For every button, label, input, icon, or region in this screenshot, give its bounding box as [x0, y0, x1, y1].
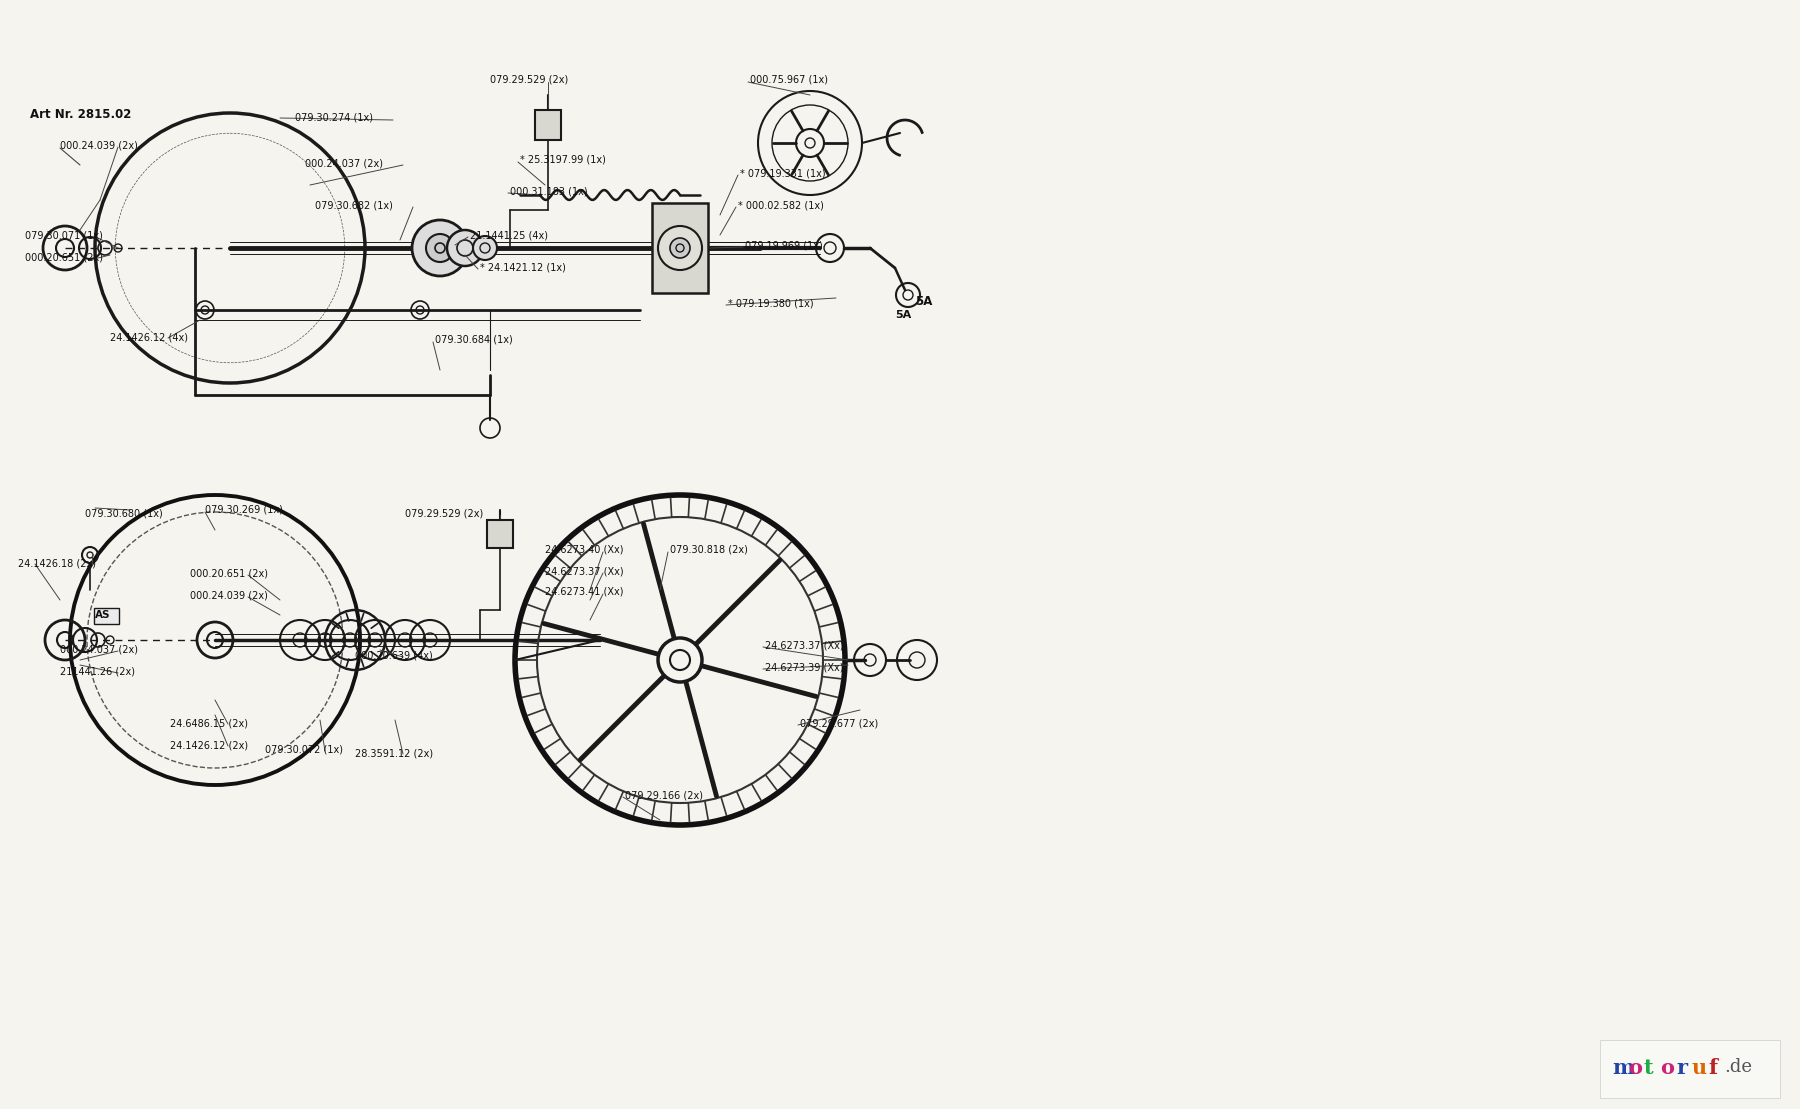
Text: 079.30.071 (1x): 079.30.071 (1x) — [25, 230, 103, 240]
Text: 079.19.969 (1x): 079.19.969 (1x) — [745, 240, 823, 250]
Text: 079.29.529 (2x): 079.29.529 (2x) — [490, 75, 569, 85]
Text: 24.6273.40 (Xx): 24.6273.40 (Xx) — [545, 545, 623, 554]
Text: * 079.19.331 (1x): * 079.19.331 (1x) — [740, 167, 826, 179]
Text: 24.6273.37 (Xx): 24.6273.37 (Xx) — [765, 640, 844, 650]
Text: 5A: 5A — [895, 311, 911, 321]
Text: 000.24.039 (2x): 000.24.039 (2x) — [59, 140, 139, 150]
Text: 079.30.269 (1x): 079.30.269 (1x) — [205, 505, 283, 515]
Circle shape — [427, 234, 454, 262]
Bar — [652, 203, 707, 293]
Text: 079.29.529 (2x): 079.29.529 (2x) — [405, 508, 482, 518]
Text: * 079.19.380 (1x): * 079.19.380 (1x) — [727, 298, 814, 308]
Text: 000.20.651 (2x): 000.20.651 (2x) — [25, 252, 103, 262]
Text: 5A: 5A — [914, 295, 932, 308]
Text: * 25.3197.99 (1x): * 25.3197.99 (1x) — [520, 155, 607, 165]
Circle shape — [446, 230, 482, 266]
Text: 079.30.680 (1x): 079.30.680 (1x) — [85, 508, 162, 518]
Text: 21.1441.25 (4x): 21.1441.25 (4x) — [470, 230, 547, 240]
Text: o: o — [1660, 1058, 1674, 1078]
Text: o: o — [1627, 1058, 1642, 1078]
Text: 000.20.639 (4x): 000.20.639 (4x) — [355, 650, 432, 660]
Text: 24.6486.15 (2x): 24.6486.15 (2x) — [169, 718, 248, 728]
Text: Art Nr. 2815.02: Art Nr. 2815.02 — [31, 108, 131, 121]
Circle shape — [670, 238, 689, 258]
Text: 000.24.039 (2x): 000.24.039 (2x) — [191, 590, 268, 600]
Text: 079.29.166 (2x): 079.29.166 (2x) — [625, 790, 704, 800]
Text: 079.30.818 (2x): 079.30.818 (2x) — [670, 545, 747, 554]
Text: t: t — [1643, 1058, 1654, 1078]
Text: 000.24.037 (2x): 000.24.037 (2x) — [304, 157, 383, 167]
Text: 24.1426.12 (2x): 24.1426.12 (2x) — [169, 740, 248, 750]
Bar — [1600, 1040, 1780, 1098]
Text: m: m — [1613, 1058, 1634, 1078]
Text: 000.24.037 (2x): 000.24.037 (2x) — [59, 645, 139, 655]
Text: AS: AS — [95, 610, 110, 620]
Circle shape — [659, 226, 702, 269]
Text: .de: .de — [1724, 1058, 1751, 1076]
Text: f: f — [1708, 1058, 1717, 1078]
Bar — [94, 608, 119, 624]
Bar — [535, 110, 562, 140]
Circle shape — [412, 220, 468, 276]
Text: 28.3591.12 (2x): 28.3591.12 (2x) — [355, 747, 434, 757]
Text: 24.6273.39 (Xx): 24.6273.39 (Xx) — [765, 662, 844, 672]
Text: 24.6273.41 (Xx): 24.6273.41 (Xx) — [545, 587, 623, 597]
Text: * 24.1421.12 (1x): * 24.1421.12 (1x) — [481, 262, 565, 272]
Text: 24.1426.18 (2x): 24.1426.18 (2x) — [18, 558, 95, 568]
Text: * 000.02.582 (1x): * 000.02.582 (1x) — [738, 200, 824, 210]
Text: 079.29.677 (2x): 079.29.677 (2x) — [799, 718, 878, 728]
Text: 079.30.682 (1x): 079.30.682 (1x) — [315, 200, 392, 210]
Bar — [488, 520, 513, 548]
Text: 24.6273.37 (Xx): 24.6273.37 (Xx) — [545, 566, 623, 576]
Text: 211441.26 (2x): 211441.26 (2x) — [59, 667, 135, 676]
Text: 000.31.183 (1x): 000.31.183 (1x) — [509, 186, 587, 196]
Text: u: u — [1692, 1058, 1706, 1078]
Text: 24.1426.12 (4x): 24.1426.12 (4x) — [110, 332, 187, 342]
Text: 000.20.651 (2x): 000.20.651 (2x) — [191, 568, 268, 578]
Text: r: r — [1676, 1058, 1687, 1078]
Circle shape — [473, 236, 497, 260]
Text: 000.75.967 (1x): 000.75.967 (1x) — [751, 75, 828, 85]
Text: 079.30.072 (1x): 079.30.072 (1x) — [265, 745, 344, 755]
Text: 079.30.274 (1x): 079.30.274 (1x) — [295, 113, 373, 123]
Text: 079.30.684 (1x): 079.30.684 (1x) — [436, 335, 513, 345]
